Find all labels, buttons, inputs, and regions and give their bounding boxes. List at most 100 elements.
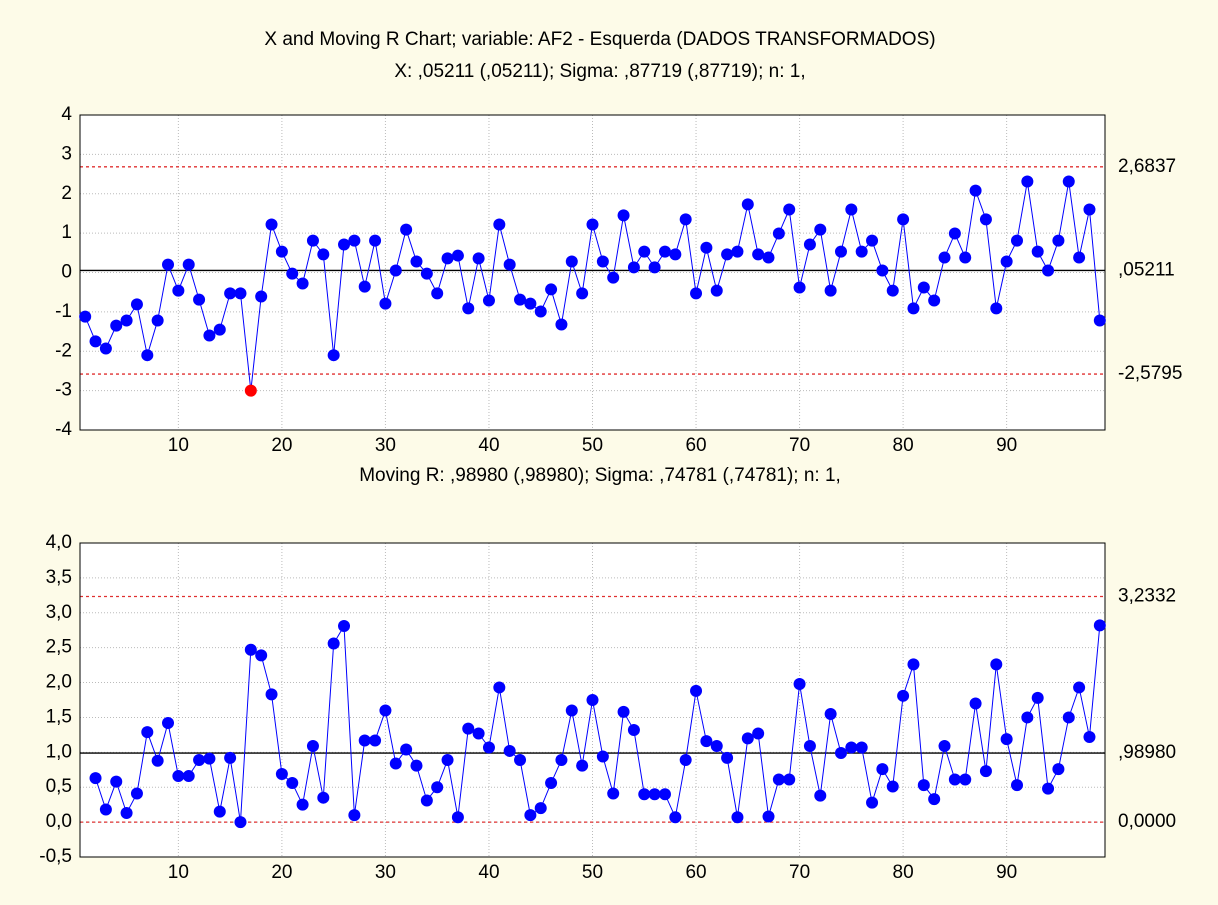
data-point	[441, 754, 454, 767]
data-point	[255, 290, 268, 303]
data-point	[762, 810, 775, 823]
data-point	[110, 775, 123, 788]
data-point	[410, 255, 423, 268]
data-point	[472, 252, 485, 265]
data-point	[151, 754, 164, 767]
y-tick-label: 2	[61, 183, 72, 204]
data-point	[596, 255, 609, 268]
data-point	[224, 287, 237, 300]
data-point	[431, 781, 444, 794]
data-point	[576, 287, 589, 300]
data-point	[89, 772, 102, 785]
data-point	[400, 743, 413, 756]
data-point	[700, 735, 713, 748]
x-tick-label: 60	[685, 862, 706, 883]
data-point	[89, 335, 102, 348]
x-tick-label: 10	[168, 862, 189, 883]
data-point	[886, 284, 899, 297]
data-point	[172, 770, 185, 783]
data-point	[917, 281, 930, 294]
data-point	[1093, 314, 1106, 327]
data-point	[317, 248, 330, 261]
y-tick-label: 0,0	[46, 811, 72, 832]
plot-frame	[79, 114, 1106, 431]
x-tick-label: 20	[271, 862, 292, 883]
y-tick-label: -0,5	[39, 846, 72, 867]
data-point	[503, 258, 516, 271]
data-point	[690, 684, 703, 697]
data-point	[658, 788, 671, 801]
data-point	[586, 218, 599, 231]
data-point	[834, 747, 847, 760]
x-tick-label: 80	[893, 435, 914, 456]
data-point	[814, 223, 827, 236]
data-point	[793, 281, 806, 294]
data-point	[803, 740, 816, 753]
data-point	[130, 787, 143, 800]
data-point	[741, 732, 754, 745]
x-tick-label: 10	[168, 435, 189, 456]
data-point	[814, 789, 827, 802]
data-point	[731, 245, 744, 258]
data-point	[1010, 779, 1023, 792]
center-line-label: ,05211	[1118, 259, 1175, 280]
data-point	[493, 681, 506, 694]
x-tick-label: 30	[375, 435, 396, 456]
data-point	[876, 264, 889, 277]
data-point	[1021, 175, 1034, 188]
data-point	[369, 734, 382, 747]
data-point	[648, 788, 661, 801]
data-point	[555, 318, 568, 331]
data-point	[234, 287, 247, 300]
data-point	[514, 293, 527, 306]
data-point	[338, 620, 351, 633]
data-point	[99, 803, 112, 816]
data-point	[420, 794, 433, 807]
upper-limit-label: 2,6837	[1118, 156, 1176, 177]
data-point	[1083, 203, 1096, 216]
data-point	[917, 779, 930, 792]
data-point	[275, 767, 288, 780]
data-point	[182, 770, 195, 783]
data-point	[783, 203, 796, 216]
data-point	[193, 754, 206, 767]
data-point	[482, 294, 495, 307]
data-point	[969, 184, 982, 197]
data-point	[855, 741, 868, 754]
y-tick-label: 1,0	[46, 741, 72, 762]
data-point	[162, 717, 175, 730]
data-point	[928, 294, 941, 307]
data-point	[141, 349, 154, 362]
data-point	[79, 310, 92, 323]
data-point	[866, 796, 879, 809]
data-point	[1031, 691, 1044, 704]
x-tick-label: 50	[582, 435, 603, 456]
data-point	[545, 777, 558, 790]
chart-title: Moving R: ,98980 (,98980); Sigma: ,74781…	[359, 465, 841, 486]
data-point	[824, 707, 837, 720]
x-tick-label: 70	[789, 862, 810, 883]
data-point	[617, 209, 630, 222]
data-point	[410, 759, 423, 772]
y-tick-label: 0	[61, 262, 72, 283]
data-point	[710, 740, 723, 753]
data-point	[907, 658, 920, 671]
plot-area	[80, 115, 1105, 430]
data-point	[979, 765, 992, 778]
data-point	[721, 248, 734, 261]
data-point	[99, 342, 112, 355]
y-tick-label: 2,5	[46, 637, 72, 658]
data-point	[638, 788, 651, 801]
data-point	[244, 384, 257, 397]
x-tick-label: 80	[893, 862, 914, 883]
data-point	[451, 249, 464, 262]
data-point	[1062, 175, 1075, 188]
data-point	[120, 314, 133, 327]
data-point	[731, 811, 744, 824]
x-tick-label: 70	[789, 435, 810, 456]
data-point	[565, 255, 578, 268]
data-point	[327, 637, 340, 650]
data-point	[1010, 234, 1023, 247]
upper-limit-label: 3,2332	[1118, 586, 1176, 607]
